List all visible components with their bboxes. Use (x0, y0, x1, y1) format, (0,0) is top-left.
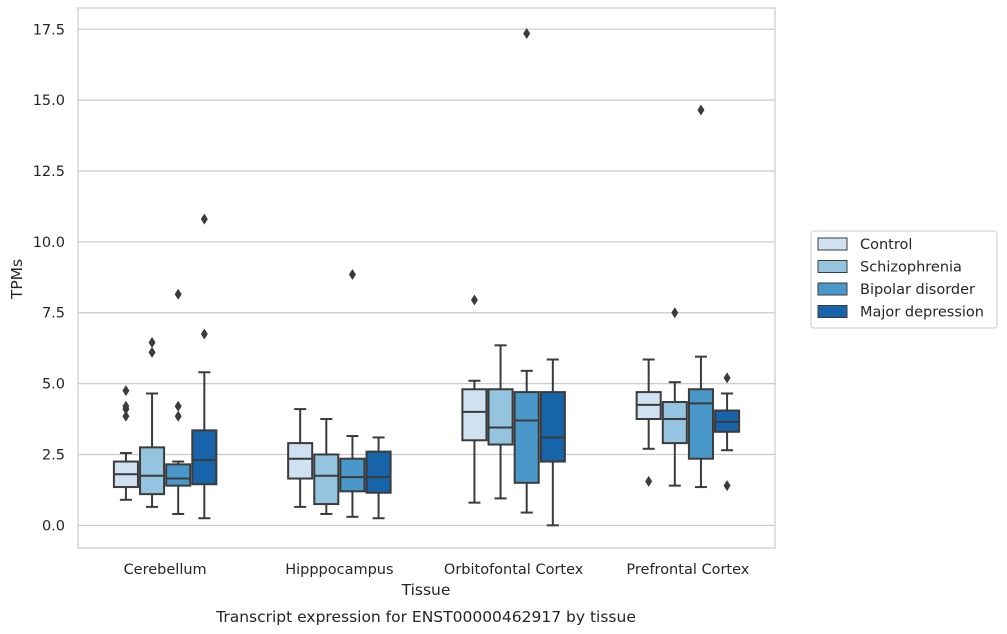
y-tick-label: 15.0 (33, 93, 65, 109)
x-tick-label: Orbitofontal Cortex (444, 562, 584, 578)
box (513, 391, 540, 484)
outlier-point (122, 385, 130, 397)
legend-frame (810, 230, 998, 329)
y-tick-label: 0.0 (42, 518, 65, 534)
box (287, 442, 314, 480)
box (139, 446, 166, 496)
outlier-point (348, 268, 356, 280)
x-tick-labels: Cerebellum Hipppocampus Orbitofontal Corte… (124, 562, 750, 578)
box-group (139, 336, 166, 508)
box (461, 388, 488, 442)
box (365, 450, 392, 494)
x-axis-title: Tissue (401, 581, 451, 599)
chart-caption: Transcript expression for ENST0000046291… (215, 608, 636, 626)
box (487, 388, 514, 446)
outlier-point (697, 104, 705, 116)
legend-swatch (817, 260, 848, 273)
legend-label: Major depression (860, 305, 984, 321)
x-tick-label: Cerebellum (124, 562, 207, 578)
outlier-point (174, 410, 182, 422)
box-group (714, 372, 741, 492)
y-tick-label: 2.5 (42, 447, 65, 463)
y-tick-label: 10.0 (33, 235, 65, 251)
box-group (461, 294, 488, 504)
outlier-point (122, 410, 130, 422)
outlier-point (148, 346, 156, 358)
outlier-point (645, 475, 653, 487)
box-group (539, 358, 566, 527)
y-tick-label: 12.5 (33, 164, 65, 180)
box-group (112, 385, 139, 501)
box (339, 457, 366, 493)
box-group (339, 268, 366, 518)
plot-frame (77, 7, 776, 549)
box (191, 429, 218, 486)
y-tick-label: 7.5 (42, 306, 65, 322)
box-group (165, 288, 192, 515)
x-tick-label: Prefrontal Cortex (626, 562, 749, 578)
outlier-point (174, 400, 182, 412)
outlier-point (723, 480, 731, 492)
box (661, 401, 688, 445)
box (687, 388, 714, 460)
box-group (661, 307, 688, 487)
legend-swatch (817, 282, 848, 296)
outlier-point (470, 294, 478, 306)
outlier-point (723, 372, 731, 384)
x-tick-label: Hipppocampus (285, 562, 393, 578)
y-tick-labels: 0.0 2.5 5.0 7.5 10.0 12.5 15.0 17.5 (33, 22, 65, 534)
legend-swatch (817, 237, 848, 251)
y-tick-label: 5.0 (42, 377, 65, 393)
box-group (635, 358, 662, 487)
legend-label: Schizophrenia (860, 260, 962, 276)
outlier-point (148, 336, 156, 348)
box-group (313, 418, 340, 515)
gridlines (78, 28, 775, 526)
box (539, 391, 566, 463)
y-tick-label: 17.5 (33, 22, 65, 38)
legend-label: Bipolar disorder (860, 282, 975, 298)
boxes (112, 28, 741, 527)
outlier-point (122, 400, 130, 412)
box-group (513, 28, 540, 514)
box-group (687, 104, 714, 489)
outlier-point (523, 28, 531, 40)
box-group (287, 408, 314, 508)
box-group (365, 436, 392, 520)
legend-swatch (817, 305, 848, 318)
legend-label: Control (860, 237, 912, 253)
outlier-point (174, 288, 182, 300)
box-group (191, 213, 218, 520)
outlier-point (671, 307, 679, 319)
outlier-point (200, 328, 208, 340)
box (313, 453, 340, 506)
box-group (487, 344, 514, 500)
box (165, 463, 192, 487)
legend: Control Schizophrenia Bipolar disorder Majo… (810, 230, 998, 329)
y-axis-title: TPMs (8, 259, 26, 300)
outlier-point (200, 213, 208, 225)
